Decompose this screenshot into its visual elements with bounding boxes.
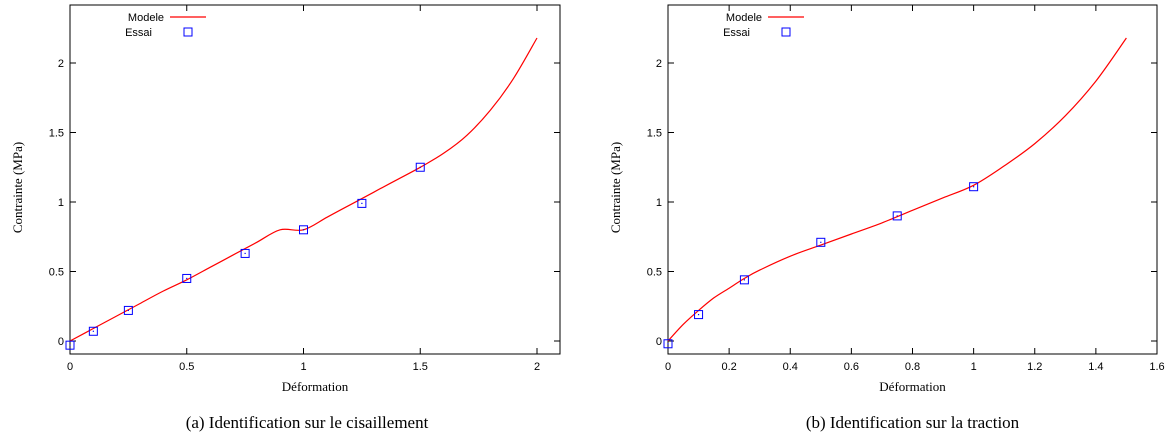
data-point-essai-dot [973, 186, 975, 188]
y-axis-label: Contrainte (MPa) [10, 142, 25, 233]
x-tick-label: 1 [300, 361, 306, 373]
data-point-essai-dot [244, 252, 246, 255]
y-tick-label: 1 [656, 197, 662, 209]
data-point-essai [969, 182, 979, 192]
data-point-essai-dot [667, 343, 669, 345]
data-point-essai [892, 211, 902, 221]
x-tick-label: 1.2 [1027, 361, 1042, 373]
data-point-essai [415, 162, 425, 172]
data-point-essai [357, 198, 367, 208]
series-line-modele [667, 37, 1127, 342]
y-tick-label: 0.5 [49, 267, 64, 279]
data-point-essai [694, 310, 704, 320]
chart-panel-b: 0 0.5 1 1.5 2 0 0.2 0.4 0.6 0.8 1 1.2 1.4 1.6 Déformat… [608, 4, 1165, 432]
data-point-essai-dot [361, 202, 363, 204]
legend-swatch-essai [781, 27, 791, 37]
data-point-essai [739, 275, 749, 285]
legend-label-modele: Modele [128, 12, 164, 24]
y-tick-label: 0.5 [647, 267, 662, 279]
data-point-essai-dot [419, 166, 421, 168]
data-point-essai [88, 326, 98, 336]
legend-label-essai: Essai [723, 27, 750, 39]
x-tick-label: 1.6 [1149, 361, 1164, 373]
data-point-essai-dot [697, 313, 700, 316]
x-axis-label: Déformation [282, 379, 349, 394]
legend-label-modele: Modele [726, 12, 762, 24]
data-point-essai-dot [302, 229, 305, 231]
data-point-essai [299, 225, 308, 235]
x-tick-label: 1.5 [413, 361, 428, 373]
data-point-essai-dot [743, 279, 746, 281]
legend-swatch-essai [183, 27, 193, 37]
plot-frame [69, 4, 561, 355]
x-tick-label: 0.8 [905, 361, 920, 373]
data-point-essai-dot [896, 215, 898, 217]
data-point-essai-dot [186, 277, 188, 280]
x-tick-label: 0 [67, 361, 73, 373]
data-point-essai [816, 237, 826, 247]
data-point-essai [65, 340, 75, 350]
data-point-essai-dot [92, 330, 94, 332]
y-tick-label: 0 [58, 336, 64, 348]
plot-frame [667, 4, 1158, 355]
x-tick-label: 0.4 [783, 361, 798, 373]
x-tick-label: 0.2 [721, 361, 736, 373]
legend-label-essai: Essai [125, 27, 152, 39]
y-axis-label: Contrainte (MPa) [608, 142, 623, 233]
figure-caption: (b) Identification sur la traction [806, 413, 1020, 432]
chart-panel-a: 0 0.5 1 1.5 2 0 0.5 1 1.5 2 Déformation Contrainte … [10, 4, 561, 432]
y-tick-label: 1.5 [49, 128, 64, 140]
data-point-essai-dot [127, 309, 129, 312]
data-point-essai-dot [820, 241, 822, 243]
x-tick-label: 0.6 [844, 361, 859, 373]
x-tick-label: 0 [665, 361, 671, 373]
data-point-essai [240, 248, 250, 258]
y-tick-label: 2 [656, 58, 662, 70]
x-tick-label: 2 [534, 361, 540, 373]
series-line-modele [69, 37, 538, 342]
x-tick-label: 1 [971, 361, 977, 373]
y-tick-label: 1 [58, 197, 64, 209]
y-tick-label: 1.5 [647, 128, 662, 140]
x-tick-label: 1.4 [1088, 361, 1103, 373]
data-point-essai [123, 305, 133, 315]
figure-caption: (a) Identification sur le cisaillement [186, 413, 429, 432]
x-tick-label: 0.5 [179, 361, 194, 373]
data-point-essai [182, 273, 192, 283]
data-point-essai [663, 339, 673, 349]
data-point-essai-dot [69, 344, 71, 346]
y-tick-label: 0 [656, 336, 662, 348]
x-axis-label: Déformation [879, 379, 946, 394]
y-tick-label: 2 [58, 58, 64, 70]
